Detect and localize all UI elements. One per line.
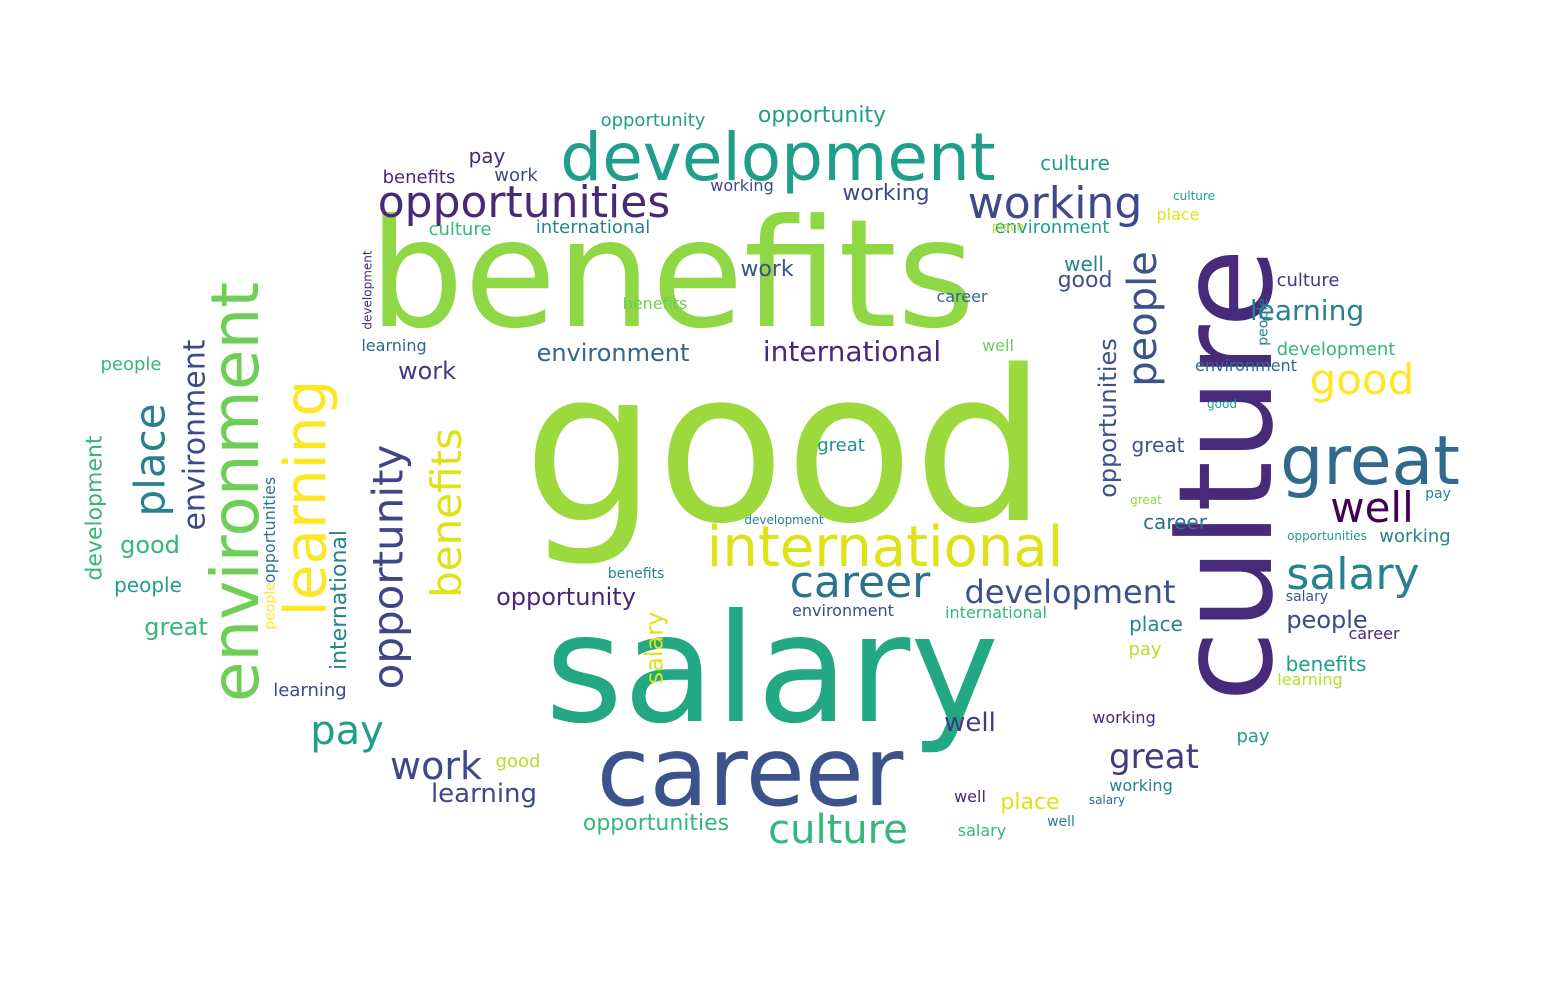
word: opportunities xyxy=(582,811,730,836)
word: opportunity xyxy=(757,103,887,128)
word: people xyxy=(1256,298,1272,346)
word: place xyxy=(1000,790,1060,815)
word: opportunity xyxy=(363,444,412,690)
word: great xyxy=(1280,422,1460,501)
word: learning xyxy=(430,779,538,809)
word: salary xyxy=(1285,589,1329,605)
word: development xyxy=(1276,339,1396,360)
word: place xyxy=(991,220,1025,234)
word: working xyxy=(1092,708,1156,727)
word: learning xyxy=(1249,294,1365,327)
word: opportunities xyxy=(377,177,671,228)
word: international xyxy=(762,335,942,368)
word: place xyxy=(1129,612,1183,636)
word: career xyxy=(596,716,904,828)
word: good xyxy=(1057,268,1113,293)
word: benefits xyxy=(382,167,456,188)
word: great xyxy=(1131,433,1185,457)
word: salary xyxy=(1286,549,1420,600)
word: pay xyxy=(1236,726,1270,747)
word: pay xyxy=(468,144,506,168)
word: good xyxy=(120,531,180,559)
word: opportunities xyxy=(1094,338,1122,498)
word: environment xyxy=(197,281,274,703)
word: working xyxy=(1379,526,1451,547)
word: environment xyxy=(1195,356,1297,375)
word: opportunity xyxy=(496,583,636,611)
word: career xyxy=(1348,624,1400,643)
word: culture xyxy=(1276,270,1340,291)
word: salary xyxy=(544,583,1000,757)
word: environment xyxy=(178,339,213,531)
word: international xyxy=(706,515,1064,580)
word: great xyxy=(1130,493,1162,507)
word: great xyxy=(1109,737,1199,777)
word: pay xyxy=(1425,486,1451,502)
word: culture xyxy=(1040,151,1110,175)
word: place xyxy=(1156,205,1200,224)
word: benefits xyxy=(1285,652,1367,676)
word: working xyxy=(967,178,1143,229)
word: people xyxy=(1120,251,1166,387)
word: international xyxy=(535,217,651,238)
word: learning xyxy=(1277,670,1343,689)
word: culture xyxy=(1173,189,1215,203)
word: development xyxy=(82,435,108,581)
word: pay xyxy=(310,708,384,754)
word: international xyxy=(945,603,1047,622)
word: good xyxy=(1207,397,1237,411)
word: salary xyxy=(640,611,668,685)
word: international xyxy=(326,529,352,671)
word: well xyxy=(982,336,1014,355)
word: work xyxy=(740,257,794,282)
word: environment xyxy=(994,217,1110,238)
word: development xyxy=(360,250,375,330)
word: environment xyxy=(792,601,894,620)
word: development xyxy=(560,119,996,196)
word: learning xyxy=(273,680,347,701)
word: working xyxy=(842,181,930,206)
word: benefits xyxy=(622,294,688,313)
word: career xyxy=(936,287,988,306)
word: good xyxy=(495,751,541,772)
word: environment xyxy=(536,339,690,367)
word: development xyxy=(744,513,824,527)
word: opportunities xyxy=(260,476,279,584)
word: people xyxy=(263,582,279,630)
word: culture xyxy=(768,807,908,853)
word: learning xyxy=(271,379,339,617)
word: pay xyxy=(1128,639,1162,660)
word: benefits xyxy=(607,566,665,582)
word: work xyxy=(494,165,538,186)
word: career xyxy=(1143,510,1207,534)
word: well xyxy=(1330,483,1414,532)
word: good xyxy=(1309,355,1415,404)
word: salary xyxy=(957,821,1007,840)
word: well xyxy=(954,787,986,806)
word: well xyxy=(1064,252,1104,276)
word: working xyxy=(710,176,774,195)
word: well xyxy=(1047,814,1075,830)
word: benefits xyxy=(368,188,976,362)
word: place xyxy=(125,403,174,517)
word: good xyxy=(523,325,1047,570)
word: work xyxy=(390,744,482,788)
word: culture xyxy=(428,219,492,240)
word: work xyxy=(397,357,457,385)
word: great xyxy=(817,435,865,456)
word: opportunities xyxy=(1287,529,1367,543)
word: well xyxy=(944,708,996,738)
word: salary xyxy=(1088,793,1126,807)
word: people xyxy=(114,573,182,597)
word: working xyxy=(1109,776,1173,795)
word: great xyxy=(144,613,208,641)
word: development xyxy=(964,573,1176,611)
word: people xyxy=(1286,606,1368,634)
word: learning xyxy=(361,336,427,355)
word: people xyxy=(100,354,162,375)
word: benefits xyxy=(421,428,471,598)
word: career xyxy=(789,557,931,608)
word: opportunity xyxy=(600,110,706,131)
